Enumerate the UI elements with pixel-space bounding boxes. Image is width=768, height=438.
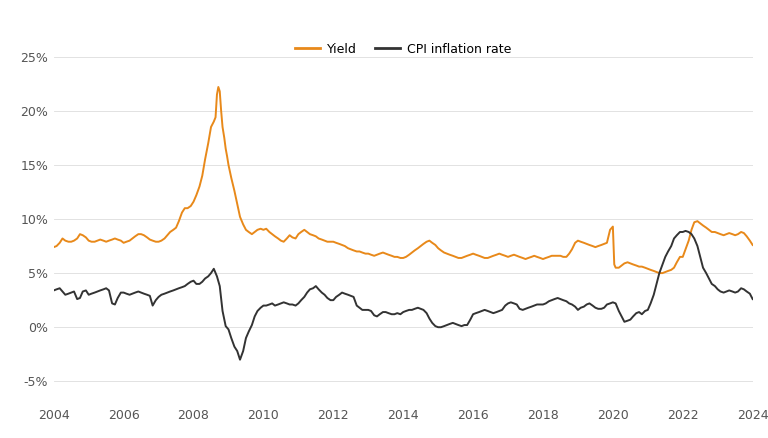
Legend: Yield, CPI inflation rate: Yield, CPI inflation rate: [290, 38, 516, 60]
